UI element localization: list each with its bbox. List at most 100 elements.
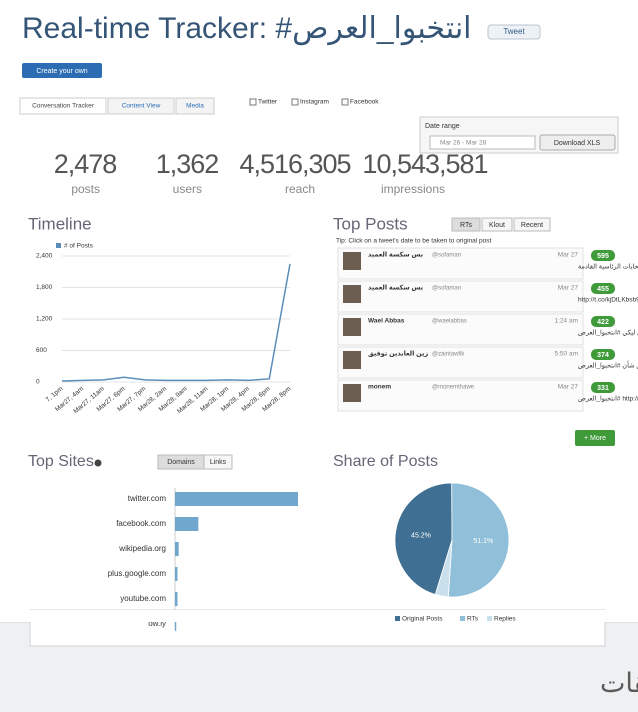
count-badge — [591, 349, 615, 360]
toggle[interactable] — [203, 454, 233, 470]
post-handle: @monemthawe — [432, 385, 475, 391]
filter-label[interactable]: Twitter — [258, 99, 278, 106]
sort-label[interactable]: Klout — [489, 222, 505, 229]
bar — [175, 617, 177, 631]
section-title: Top Posts — [333, 214, 408, 233]
more-label[interactable]: + More — [584, 435, 606, 442]
avatar — [343, 252, 361, 270]
bar — [175, 567, 178, 581]
bar — [175, 492, 298, 506]
section-title: Top Sites — [28, 453, 94, 470]
avatar — [343, 318, 361, 336]
tab-label[interactable]: Conversation Tracker — [32, 103, 95, 110]
sort-button[interactable] — [481, 217, 513, 232]
toggle-label[interactable]: Links — [210, 459, 227, 466]
toggle-label[interactable]: Domains — [167, 459, 195, 466]
pie-slice — [434, 539, 453, 598]
line-series — [61, 263, 291, 382]
post-name: monem — [368, 384, 391, 391]
card-bottom-mask — [0, 610, 638, 622]
post-row — [337, 247, 584, 280]
post-row — [337, 379, 584, 412]
stat-label: reach — [285, 182, 315, 196]
reactions[interactable]: 28 إعجابًا · 5 تعليقات — [600, 668, 638, 699]
bar — [175, 592, 178, 606]
post-date[interactable]: 5:50 am — [555, 351, 579, 358]
post-date[interactable]: Mar 27 — [558, 384, 579, 391]
stat-label: impressions — [381, 182, 445, 196]
bar-label: plus.google.com — [108, 569, 167, 578]
sort-button[interactable] — [451, 217, 481, 232]
section-title: Share of Posts — [333, 453, 438, 470]
create-button[interactable] — [22, 63, 102, 78]
date-range-label: Date range — [425, 123, 460, 130]
post-date[interactable]: Mar 27 — [558, 252, 579, 259]
checkbox[interactable] — [341, 98, 349, 106]
post-count: 595 — [597, 253, 609, 260]
bar-label: wikipedia.org — [118, 544, 166, 553]
download-label[interactable]: Download XLS — [554, 140, 601, 147]
download-button[interactable] — [539, 134, 616, 151]
post-text: من المؤكد انتخبوا العرص في الانتخابات ال… — [578, 264, 638, 271]
date-input-value[interactable]: Mar 26 - Mar 28 — [440, 140, 487, 147]
post-row — [337, 280, 584, 313]
post-row — [337, 346, 584, 379]
count-badge — [591, 316, 615, 327]
pie-slice — [394, 482, 453, 596]
stat-value: 10,543,581 — [362, 149, 487, 179]
stat-value: 4,516,305 — [239, 149, 350, 179]
post-text: كده السيسي حبيب رف فيكي ليكي #انتخبوا_ال… — [578, 330, 638, 337]
date-input[interactable] — [429, 135, 536, 150]
slice-label: 51.1% — [473, 538, 493, 545]
post-date[interactable]: Mar 27 — [558, 285, 579, 292]
count-badge — [591, 250, 615, 261]
post-count: 455 — [597, 286, 609, 293]
post-date[interactable]: 1:24 am — [555, 318, 579, 325]
avatar — [343, 285, 361, 303]
avatar — [343, 351, 361, 369]
tweet-button-label[interactable]: Tweet — [503, 27, 525, 36]
post-row — [337, 313, 584, 346]
post-count: 374 — [597, 352, 609, 359]
count-badge — [591, 283, 615, 294]
tweet-button[interactable] — [487, 24, 541, 40]
bar-label: ow.ly — [148, 619, 166, 628]
legend-swatch — [460, 616, 465, 621]
post-name: بس سكسة العميد — [368, 285, 423, 292]
tab[interactable] — [175, 97, 215, 115]
stat-value: 1,362 — [156, 149, 219, 179]
bar-label: youtube.com — [120, 594, 166, 603]
pie-slice — [447, 482, 510, 598]
y-tick-label: 0 — [36, 379, 40, 386]
post-handle: @waelabbas — [432, 319, 467, 325]
more-button[interactable] — [575, 430, 615, 446]
sort-button[interactable] — [513, 217, 551, 232]
section-title: Timeline — [28, 214, 92, 233]
filter-label[interactable]: Facebook — [350, 99, 379, 106]
stat-value: 2,478 — [54, 149, 117, 179]
y-tick-label: 1,200 — [36, 316, 53, 323]
legend-label: Replies — [494, 616, 516, 623]
bar-label: facebook.com — [116, 519, 166, 528]
post-name: بس سكسة العميد — [368, 252, 423, 259]
filter-label[interactable]: Instagram — [300, 99, 329, 106]
checkbox[interactable] — [291, 98, 299, 106]
post-count: 422 — [597, 319, 609, 326]
create-button-label[interactable]: Create your own — [36, 68, 87, 75]
y-tick-label: 2,400 — [36, 253, 53, 260]
legend-swatch — [56, 243, 61, 248]
tab-label[interactable]: Media — [186, 103, 204, 110]
sort-label[interactable]: Recent — [521, 222, 543, 229]
tab[interactable] — [107, 97, 175, 115]
sort-label[interactable]: RTs — [460, 222, 472, 229]
tab-label[interactable]: Content View — [122, 103, 161, 110]
tab[interactable] — [19, 97, 107, 115]
post-count: 331 — [597, 385, 609, 392]
post-handle: @sofaman — [432, 286, 461, 292]
checkbox[interactable] — [249, 98, 257, 106]
post-text: #انتخبوا_العرص http://t.co/kjDtLKbsb9 — [578, 297, 638, 304]
bar-label: twitter.com — [128, 494, 167, 503]
avatar — [343, 384, 361, 402]
y-tick-label: 1,800 — [36, 284, 53, 291]
